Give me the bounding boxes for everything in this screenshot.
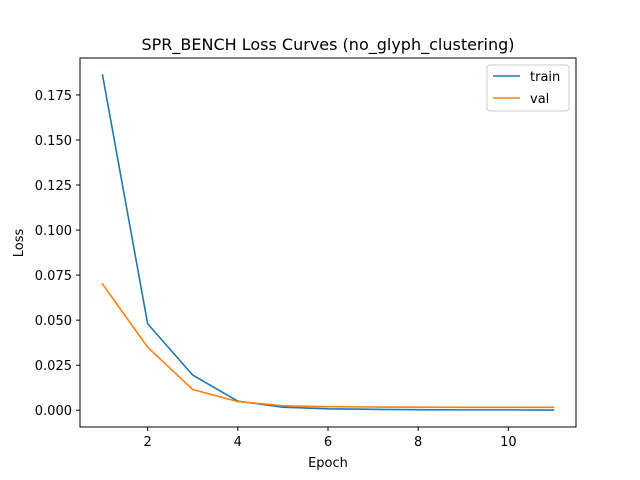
axis-ticks: 2 4 6 8 10 0.000 0.025 0.050 0.075 0.100 0.125 0.15… (35, 89, 517, 450)
legend-label-val: val (530, 92, 549, 107)
x-tick-label: 8 (414, 435, 422, 450)
x-tick-label: 10 (500, 435, 517, 450)
y-tick-label: 0.025 (35, 359, 72, 374)
series-line-val (101, 283, 555, 409)
plot-area (101, 74, 555, 411)
series-line-train (101, 74, 555, 411)
y-tick-label: 0.125 (35, 179, 72, 194)
y-tick-label: 0.175 (35, 89, 72, 104)
y-tick-label: 0.150 (35, 134, 72, 149)
y-tick-label: 0.075 (35, 269, 72, 284)
legend-label-train: train (530, 70, 560, 85)
y-tick-label: 0.100 (35, 224, 72, 239)
y-axis-label: Loss (12, 229, 27, 258)
legend: train val (486, 64, 570, 112)
x-tick-label: 2 (143, 435, 151, 450)
x-tick-label: 4 (234, 435, 242, 450)
x-axis-label: Epoch (308, 456, 348, 471)
chart-title: SPR_BENCH Loss Curves (no_glyph_clusteri… (141, 35, 514, 55)
y-tick-label: 0.050 (35, 314, 72, 329)
x-tick-label: 6 (324, 435, 332, 450)
y-tick-label: 0.000 (35, 404, 72, 419)
